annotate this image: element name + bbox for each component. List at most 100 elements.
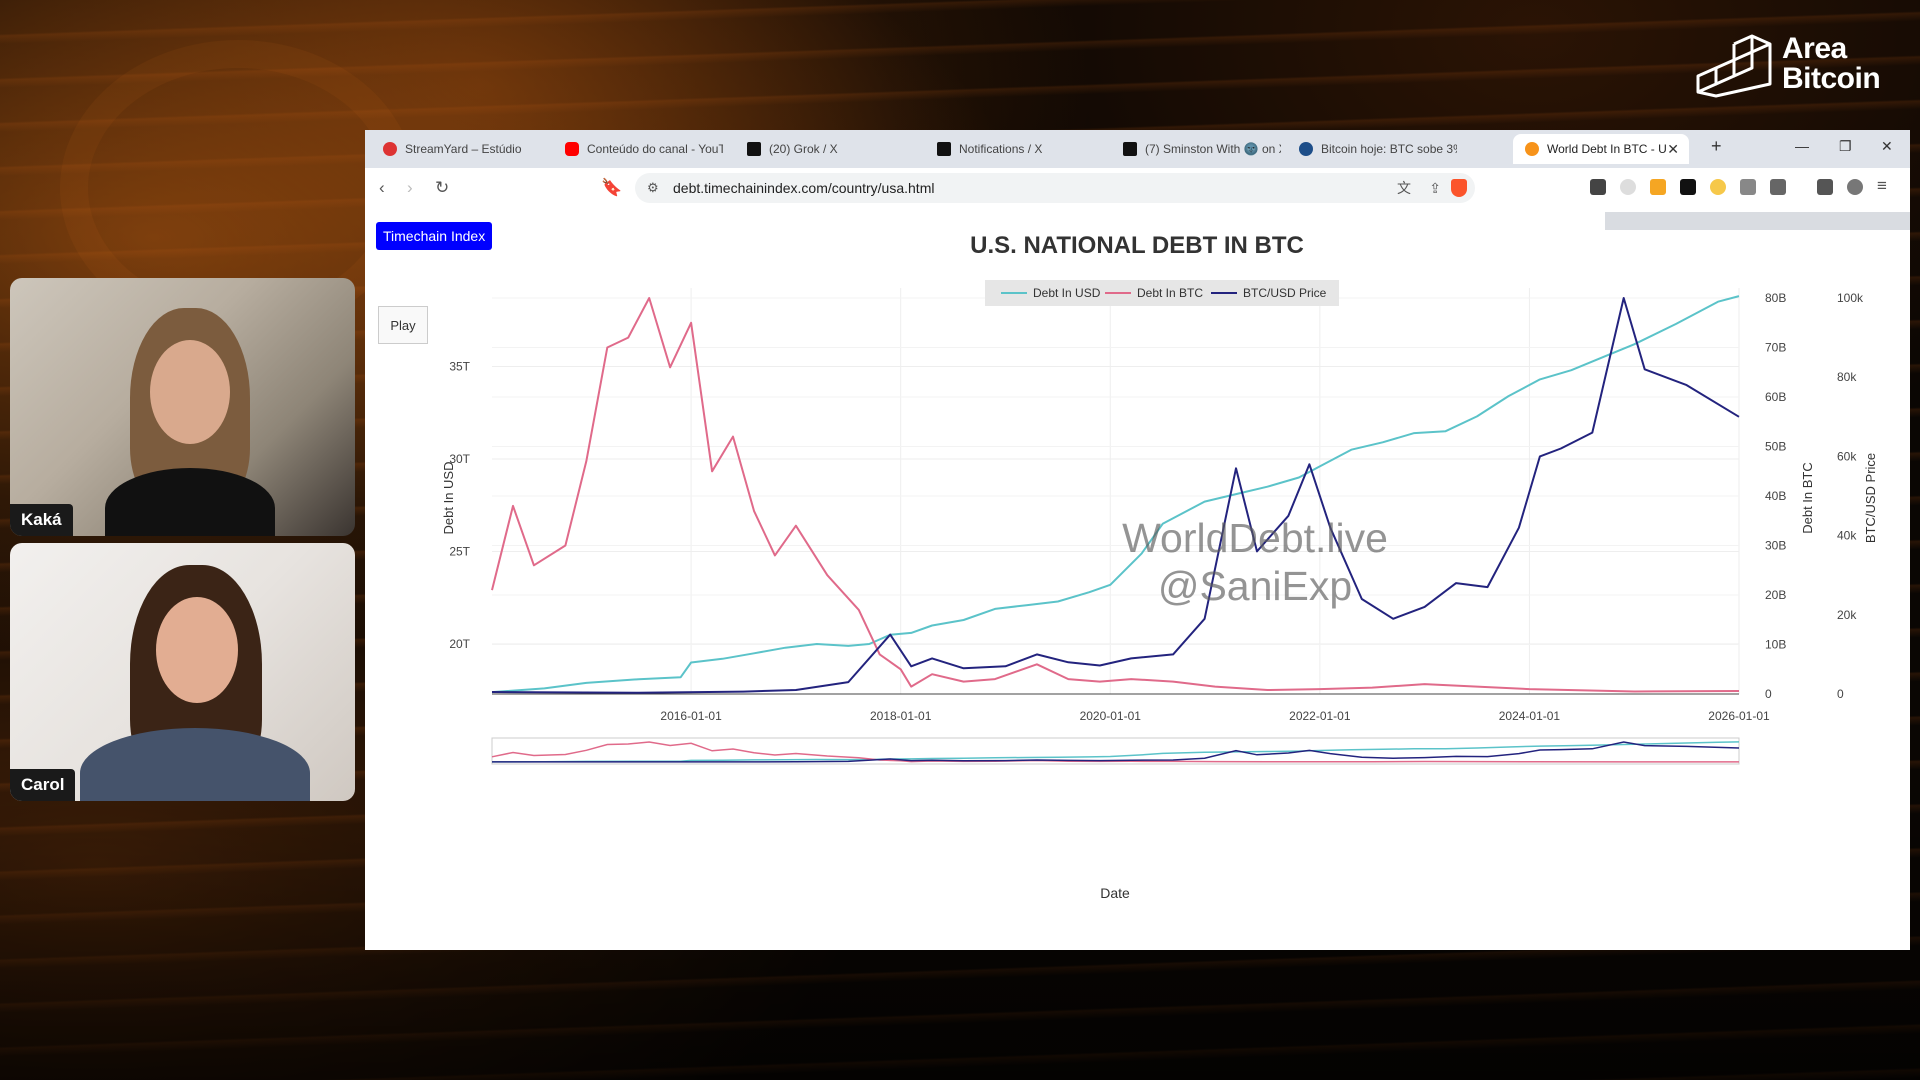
- y-right2-tick-label: 80k: [1837, 370, 1857, 384]
- tab-world-debt[interactable]: World Debt In BTC - U ✕: [1513, 134, 1689, 164]
- web-page: Timechain Index Play U.S. NATIONAL DEBT …: [365, 208, 1910, 950]
- restore-icon[interactable]: ❐: [1839, 138, 1852, 154]
- browser-toolbar: ‹ › ↻ 🔖 ⚙ debt.timechainindex.com/countr…: [365, 168, 1910, 209]
- minimize-icon[interactable]: —: [1795, 138, 1809, 154]
- x-tick-label: 2016-01-01: [660, 709, 722, 723]
- share-icon[interactable]: ⇪: [1429, 179, 1441, 196]
- y-left-tick-label: 30T: [449, 452, 470, 466]
- participant-face: [150, 340, 230, 444]
- timechain-index-button[interactable]: Timechain Index: [376, 222, 493, 250]
- chart-title: U.S. NATIONAL DEBT IN BTC: [970, 232, 1304, 259]
- leo-ai-icon[interactable]: [1847, 179, 1863, 195]
- puzzle-icon[interactable]: [1740, 179, 1756, 195]
- participant-body: [105, 468, 275, 536]
- y-right2-tick-label: 60k: [1837, 449, 1857, 463]
- brave-shield-icon[interactable]: [1451, 179, 1467, 197]
- legend-box: [985, 280, 1339, 306]
- bookmark-icon[interactable]: 🔖: [601, 178, 623, 197]
- tab-label: World Debt In BTC - U: [1547, 142, 1667, 156]
- participant-name-tag: Carol: [10, 769, 76, 801]
- watermark-line-2: @SaniExp: [1157, 563, 1353, 609]
- area-bitcoin-logo: Area Bitcoin: [1694, 24, 1900, 100]
- tab-streamyard[interactable]: StreamYard – Estúdio: [371, 134, 541, 164]
- new-tab-icon[interactable]: +: [1711, 136, 1722, 156]
- x-tick-label: 2020-01-01: [1080, 709, 1142, 723]
- legend-item[interactable]: Debt In USD: [1033, 286, 1101, 300]
- y-right2-axis-label: BTC/USD Price: [1863, 453, 1878, 543]
- participant-body: [80, 728, 310, 801]
- axis-ticks: 2016-01-01 2018-01-01 2020-01-01 2022-01-01…: [449, 291, 1864, 723]
- close-tab-icon[interactable]: ✕: [1667, 140, 1679, 157]
- series-lines: [491, 295, 1740, 694]
- y-right2-tick-label: 40k: [1837, 529, 1857, 543]
- y-left-tick-label: 25T: [449, 545, 470, 559]
- x-tick-label: 2026-01-01: [1708, 709, 1770, 723]
- forward-icon[interactable]: ›: [407, 178, 413, 197]
- series-line[interactable]: [491, 297, 1740, 693]
- back-icon[interactable]: ‹: [379, 178, 385, 197]
- y-right2-tick-label: 20k: [1837, 608, 1857, 622]
- y-right1-axis-label: Debt In BTC: [1800, 462, 1815, 534]
- debt-chart[interactable]: U.S. NATIONAL DEBT IN BTC Debt In USD Deb…: [365, 208, 1910, 950]
- range-slider-lines: [491, 741, 1740, 763]
- tab-bitcoin-hoje[interactable]: Bitcoin hoje: BTC sobe 3%: [1287, 134, 1457, 164]
- legend-item[interactable]: Debt In BTC: [1137, 286, 1203, 300]
- x-axis-label: Date: [1100, 885, 1130, 901]
- stairs-logo-icon: [1696, 34, 1772, 98]
- chart-modebar[interactable]: [1605, 212, 1910, 230]
- participant-face: [156, 597, 238, 703]
- youtube-icon: [565, 142, 579, 156]
- tab-label: StreamYard – Estúdio: [405, 142, 522, 156]
- streamyard-icon: [383, 142, 397, 156]
- x-logo-icon: [747, 142, 761, 156]
- series-line[interactable]: [491, 297, 1740, 694]
- participant-name-tag: Kaká: [10, 504, 73, 536]
- y-left-tick-label: 35T: [449, 359, 470, 373]
- extension-icon[interactable]: [1770, 179, 1786, 195]
- y-left-tick-label: 20T: [449, 637, 470, 651]
- y-right2-tick-label: 0: [1837, 687, 1844, 701]
- browser-window: StreamYard – Estúdio Conteúdo do canal -…: [365, 130, 1910, 950]
- y-right1-tick-label: 70B: [1765, 341, 1786, 355]
- y-right1-tick-label: 80B: [1765, 291, 1786, 305]
- bitcoin-icon: [1525, 142, 1539, 156]
- tab-label: (7) Sminston With 🌚 on X: [1145, 142, 1281, 156]
- site-settings-icon[interactable]: ⚙: [647, 180, 659, 195]
- logo-line-2: Bitcoin: [1782, 62, 1881, 95]
- tab-label: Conteúdo do canal - YouT: [587, 142, 723, 156]
- tab-youtube[interactable]: Conteúdo do canal - YouT: [553, 134, 723, 164]
- tab-label: Notifications / X: [959, 142, 1043, 156]
- participant-video-2: Carol: [10, 543, 355, 801]
- extension-icon[interactable]: [1680, 179, 1696, 195]
- y-right1-tick-label: 50B: [1765, 440, 1786, 454]
- address-bar[interactable]: ⚙ debt.timechainindex.com/country/usa.ht…: [635, 173, 1475, 203]
- y-left-axis-label: Debt In USD: [441, 462, 456, 535]
- tab-bar: StreamYard – Estúdio Conteúdo do canal -…: [365, 130, 1910, 168]
- translate-icon[interactable]: 文: [1397, 180, 1411, 196]
- legend-item[interactable]: BTC/USD Price: [1243, 286, 1327, 300]
- chart-legend: Debt In USD Debt In BTC BTC/USD Price: [1001, 286, 1327, 300]
- range-slider-series-line: [491, 741, 1740, 763]
- close-window-icon[interactable]: ✕: [1881, 138, 1893, 154]
- series-line[interactable]: [491, 295, 1740, 694]
- tab-label: (20) Grok / X: [769, 142, 838, 156]
- range-slider-series-line: [491, 741, 1739, 763]
- extension-icon[interactable]: [1620, 179, 1636, 195]
- shield-icon: [1299, 142, 1313, 156]
- extension-icon[interactable]: [1650, 179, 1666, 195]
- x-logo-icon: [1123, 142, 1137, 156]
- extension-icon[interactable]: [1590, 179, 1606, 195]
- tab-label: Bitcoin hoje: BTC sobe 3%: [1321, 142, 1457, 156]
- menu-icon[interactable]: ≡: [1877, 176, 1887, 195]
- sidebar-icon[interactable]: [1817, 179, 1833, 195]
- logo-line-1: Area: [1782, 32, 1847, 65]
- play-button[interactable]: Play: [378, 306, 428, 344]
- reload-icon[interactable]: ↻: [435, 178, 450, 197]
- tab-sminston[interactable]: (7) Sminston With 🌚 on X: [1111, 134, 1281, 164]
- y-right2-tick-label: 100k: [1837, 291, 1864, 305]
- y-right1-tick-label: 40B: [1765, 489, 1786, 503]
- url-text: debt.timechainindex.com/country/usa.html: [673, 180, 935, 196]
- extension-icon[interactable]: [1710, 179, 1726, 195]
- tab-grok[interactable]: (20) Grok / X: [735, 134, 915, 164]
- tab-notifications[interactable]: Notifications / X: [925, 134, 1105, 164]
